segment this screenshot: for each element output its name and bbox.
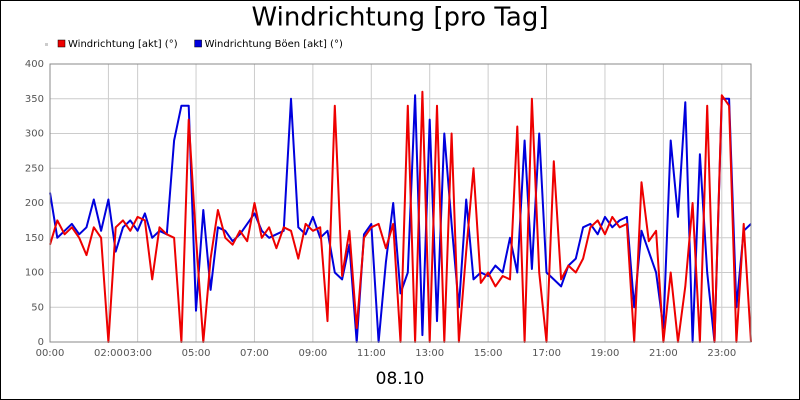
x-tick-label: 02:00 (94, 348, 123, 359)
y-tick-label: 100 (25, 268, 44, 279)
y-tick-label: 200 (25, 198, 44, 209)
x-tick-label: 19:00 (591, 348, 620, 359)
y-tick-label: 150 (25, 233, 44, 244)
legend-swatch (194, 39, 202, 48)
x-tick-label: 05:00 (182, 348, 211, 359)
x-tick-label: 23:00 (707, 348, 736, 359)
plot-border (49, 63, 752, 343)
y-tick-label: 300 (25, 129, 44, 140)
chart-title: Windrichtung [pro Tag] (251, 3, 548, 33)
legend-swatch (57, 39, 66, 48)
y-tick-label: 350 (25, 94, 44, 105)
y-tick-label: 250 (25, 163, 44, 174)
legend-icon (45, 43, 48, 46)
y-tick-label: 50 (31, 302, 44, 313)
x-tick-label: 17:00 (532, 348, 561, 359)
x-axis-label: 08.10 (376, 369, 425, 389)
y-tick-label: 0 (38, 337, 44, 348)
legend-label: Windrichtung [akt] (°) (68, 39, 178, 50)
y-tick-label: 400 (25, 59, 44, 70)
x-tick-label: 00:00 (36, 348, 65, 359)
x-tick-label: 07:00 (240, 348, 269, 359)
x-tick-label: 03:00 (123, 348, 152, 359)
x-tick-label: 13:00 (415, 348, 444, 359)
x-tick-label: 09:00 (298, 348, 327, 359)
x-tick-label: 11:00 (357, 348, 386, 359)
x-tick-label: 21:00 (649, 348, 678, 359)
x-tick-label: 15:00 (474, 348, 503, 359)
legend-label: Windrichtung Böen [akt] (°) (205, 39, 343, 50)
